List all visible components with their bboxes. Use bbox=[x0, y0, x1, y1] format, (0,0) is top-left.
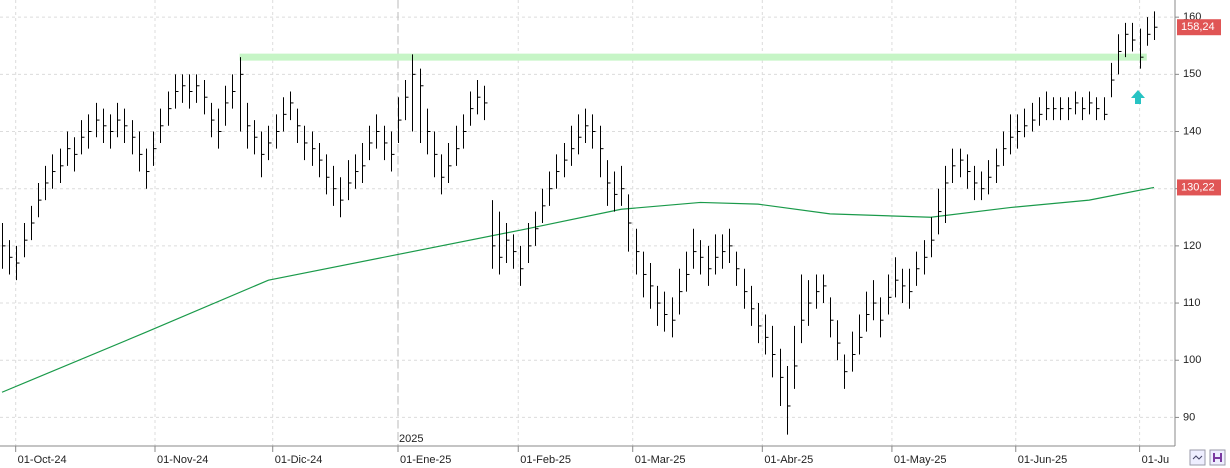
teal-arrow bbox=[1131, 90, 1145, 104]
x-tick-label: 01-Jun-25 bbox=[1018, 454, 1068, 466]
x-tick-label: 01-May-25 bbox=[894, 454, 947, 466]
x-tick-label: 01-Nov-24 bbox=[157, 454, 208, 466]
x-tick-label: 01-Ene-25 bbox=[400, 454, 451, 466]
plot bbox=[1, 11, 1158, 435]
y-tick-label: 120 bbox=[1183, 240, 1201, 252]
last-value-label: 130,22 bbox=[1181, 181, 1215, 193]
grid bbox=[0, 0, 1175, 446]
x-tick-label: 01-Oct-24 bbox=[18, 454, 67, 466]
moving-average bbox=[1, 186, 1155, 393]
last-value-label: 158,24 bbox=[1181, 21, 1215, 33]
x-tick-label: 01-Feb-25 bbox=[520, 454, 571, 466]
icon-glyph bbox=[1192, 455, 1203, 460]
y-tick-label: 110 bbox=[1183, 297, 1201, 309]
y-tick-label: 90 bbox=[1183, 411, 1195, 423]
toolbar-icons[interactable] bbox=[1189, 449, 1226, 466]
y-tick-label: 140 bbox=[1183, 125, 1201, 137]
x-tick-label: 01-Dic-24 bbox=[275, 454, 323, 466]
last-value-box bbox=[1177, 179, 1221, 196]
x-tick-label: 01-Ju bbox=[1142, 454, 1170, 466]
x-tick-label: 01-Abr-25 bbox=[764, 454, 813, 466]
year-label: 2025 bbox=[399, 433, 423, 445]
icon-glyph bbox=[1213, 453, 1222, 462]
x-tick-label: 01-Mar-25 bbox=[635, 454, 686, 466]
last-value-box bbox=[1177, 19, 1221, 36]
y-tick-label: 100 bbox=[1183, 354, 1201, 366]
y-tick-label: 150 bbox=[1183, 68, 1201, 80]
axes: 9010011012013014015016001-Oct-2401-Nov-2… bbox=[15, 11, 1221, 466]
